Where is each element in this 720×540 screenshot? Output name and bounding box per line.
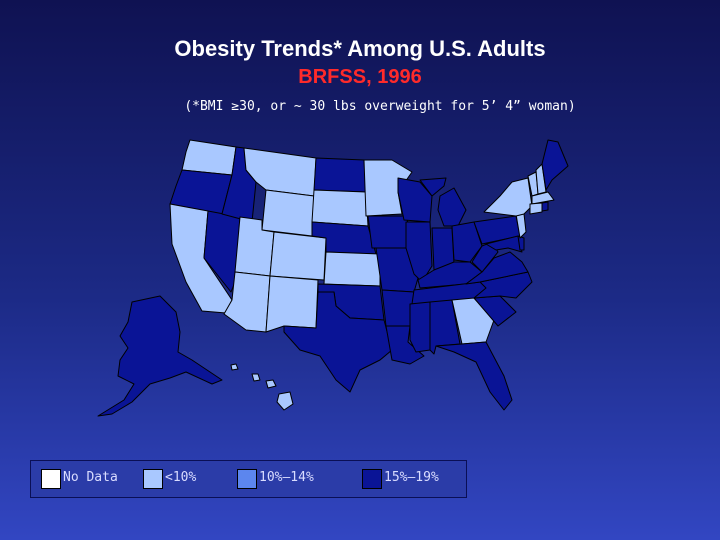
map-footnote: (*BMI ≥30, or ~ 30 lbs overweight for 5’…: [184, 99, 576, 114]
state-maine: [541, 139, 569, 191]
state-maryland: [485, 235, 523, 253]
state-north-dakota: [313, 157, 367, 193]
state-missouri: [375, 247, 419, 293]
state-hawaii: [230, 363, 294, 411]
state-colorado: [269, 231, 327, 281]
state-wyoming: [261, 189, 315, 237]
state-washington: [181, 139, 237, 176]
legend-swatch: [41, 469, 61, 489]
state-new-york: [483, 177, 533, 217]
state-massachusetts: [531, 191, 555, 205]
map-title: Obesity Trends* Among U.S. Adults: [174, 36, 546, 61]
legend-label: No Data: [63, 470, 118, 485]
legend-swatch: [143, 469, 163, 489]
state-ohio: [451, 221, 483, 263]
state-north-carolina: [473, 271, 533, 299]
legend-label: <10%: [165, 470, 197, 485]
state-new-mexico: [265, 275, 319, 333]
state-rhode-island: [541, 201, 549, 212]
state-kansas: [323, 251, 381, 287]
state-mississippi: [409, 301, 431, 353]
state-arkansas: [381, 289, 415, 327]
map-subtitle: BRFSS, 1996: [298, 66, 422, 88]
state-florida: [435, 341, 513, 411]
state-connecticut: [529, 202, 543, 215]
state-texas: [283, 291, 393, 393]
state-south-dakota: [311, 189, 369, 227]
legend-swatch: [362, 469, 382, 489]
map-legend: No Data <10% 10%–14% 15%–19%: [30, 460, 467, 498]
state-delaware: [517, 235, 525, 251]
state-alaska: [97, 295, 223, 417]
legend-label: 15%–19%: [384, 470, 439, 485]
legend-swatch: [237, 469, 257, 489]
state-iowa: [367, 215, 413, 249]
state-kentucky: [417, 261, 483, 289]
legend-label: 10%–14%: [259, 470, 314, 485]
